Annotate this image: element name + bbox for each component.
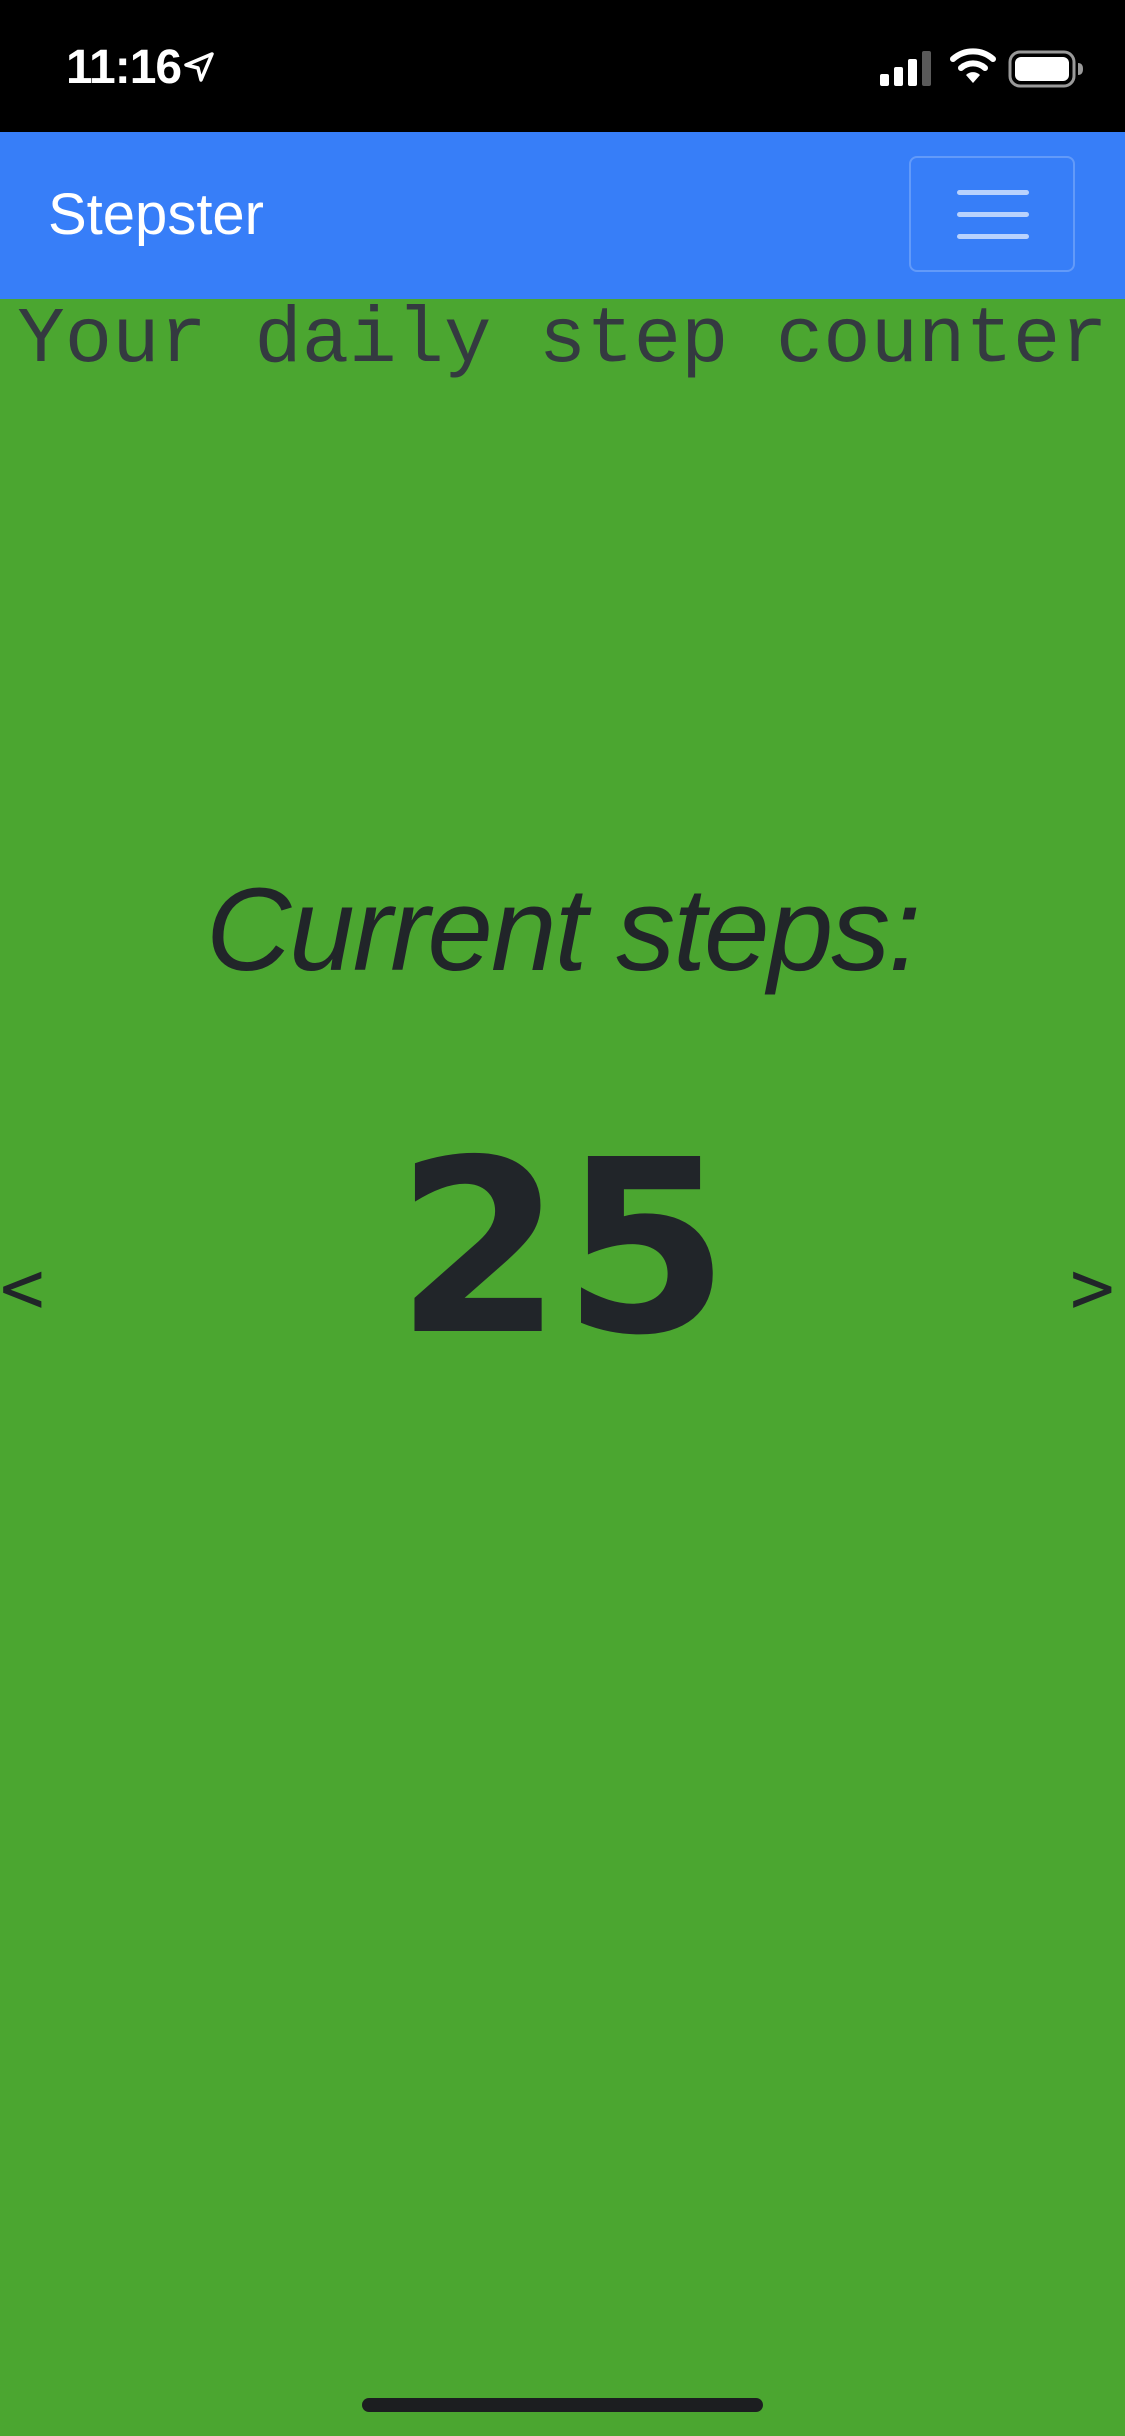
status-bar: 11:16 xyxy=(0,0,1125,132)
hamburger-bar xyxy=(957,234,1029,239)
hamburger-menu-icon xyxy=(957,190,1029,195)
status-time: 11:16 xyxy=(66,41,182,94)
current-steps-value: 25 xyxy=(395,1108,730,1388)
current-steps-label: Current steps: xyxy=(205,864,921,996)
page-subtitle: Your daily step counter xyxy=(17,295,1108,385)
location-arrow-icon xyxy=(184,52,214,82)
wifi-icon xyxy=(950,48,996,83)
cellular-signal-icon xyxy=(880,51,931,86)
battery-icon xyxy=(1008,50,1083,88)
hamburger-bar xyxy=(957,212,1029,217)
brand-link[interactable]: Stepster xyxy=(48,182,264,247)
navbar: Stepster xyxy=(0,132,1125,299)
previous-day-button[interactable]: < xyxy=(0,1245,45,1331)
next-day-button[interactable]: > xyxy=(1070,1245,1115,1331)
home-indicator[interactable] xyxy=(362,2398,763,2412)
menu-toggle-button[interactable] xyxy=(909,156,1075,272)
